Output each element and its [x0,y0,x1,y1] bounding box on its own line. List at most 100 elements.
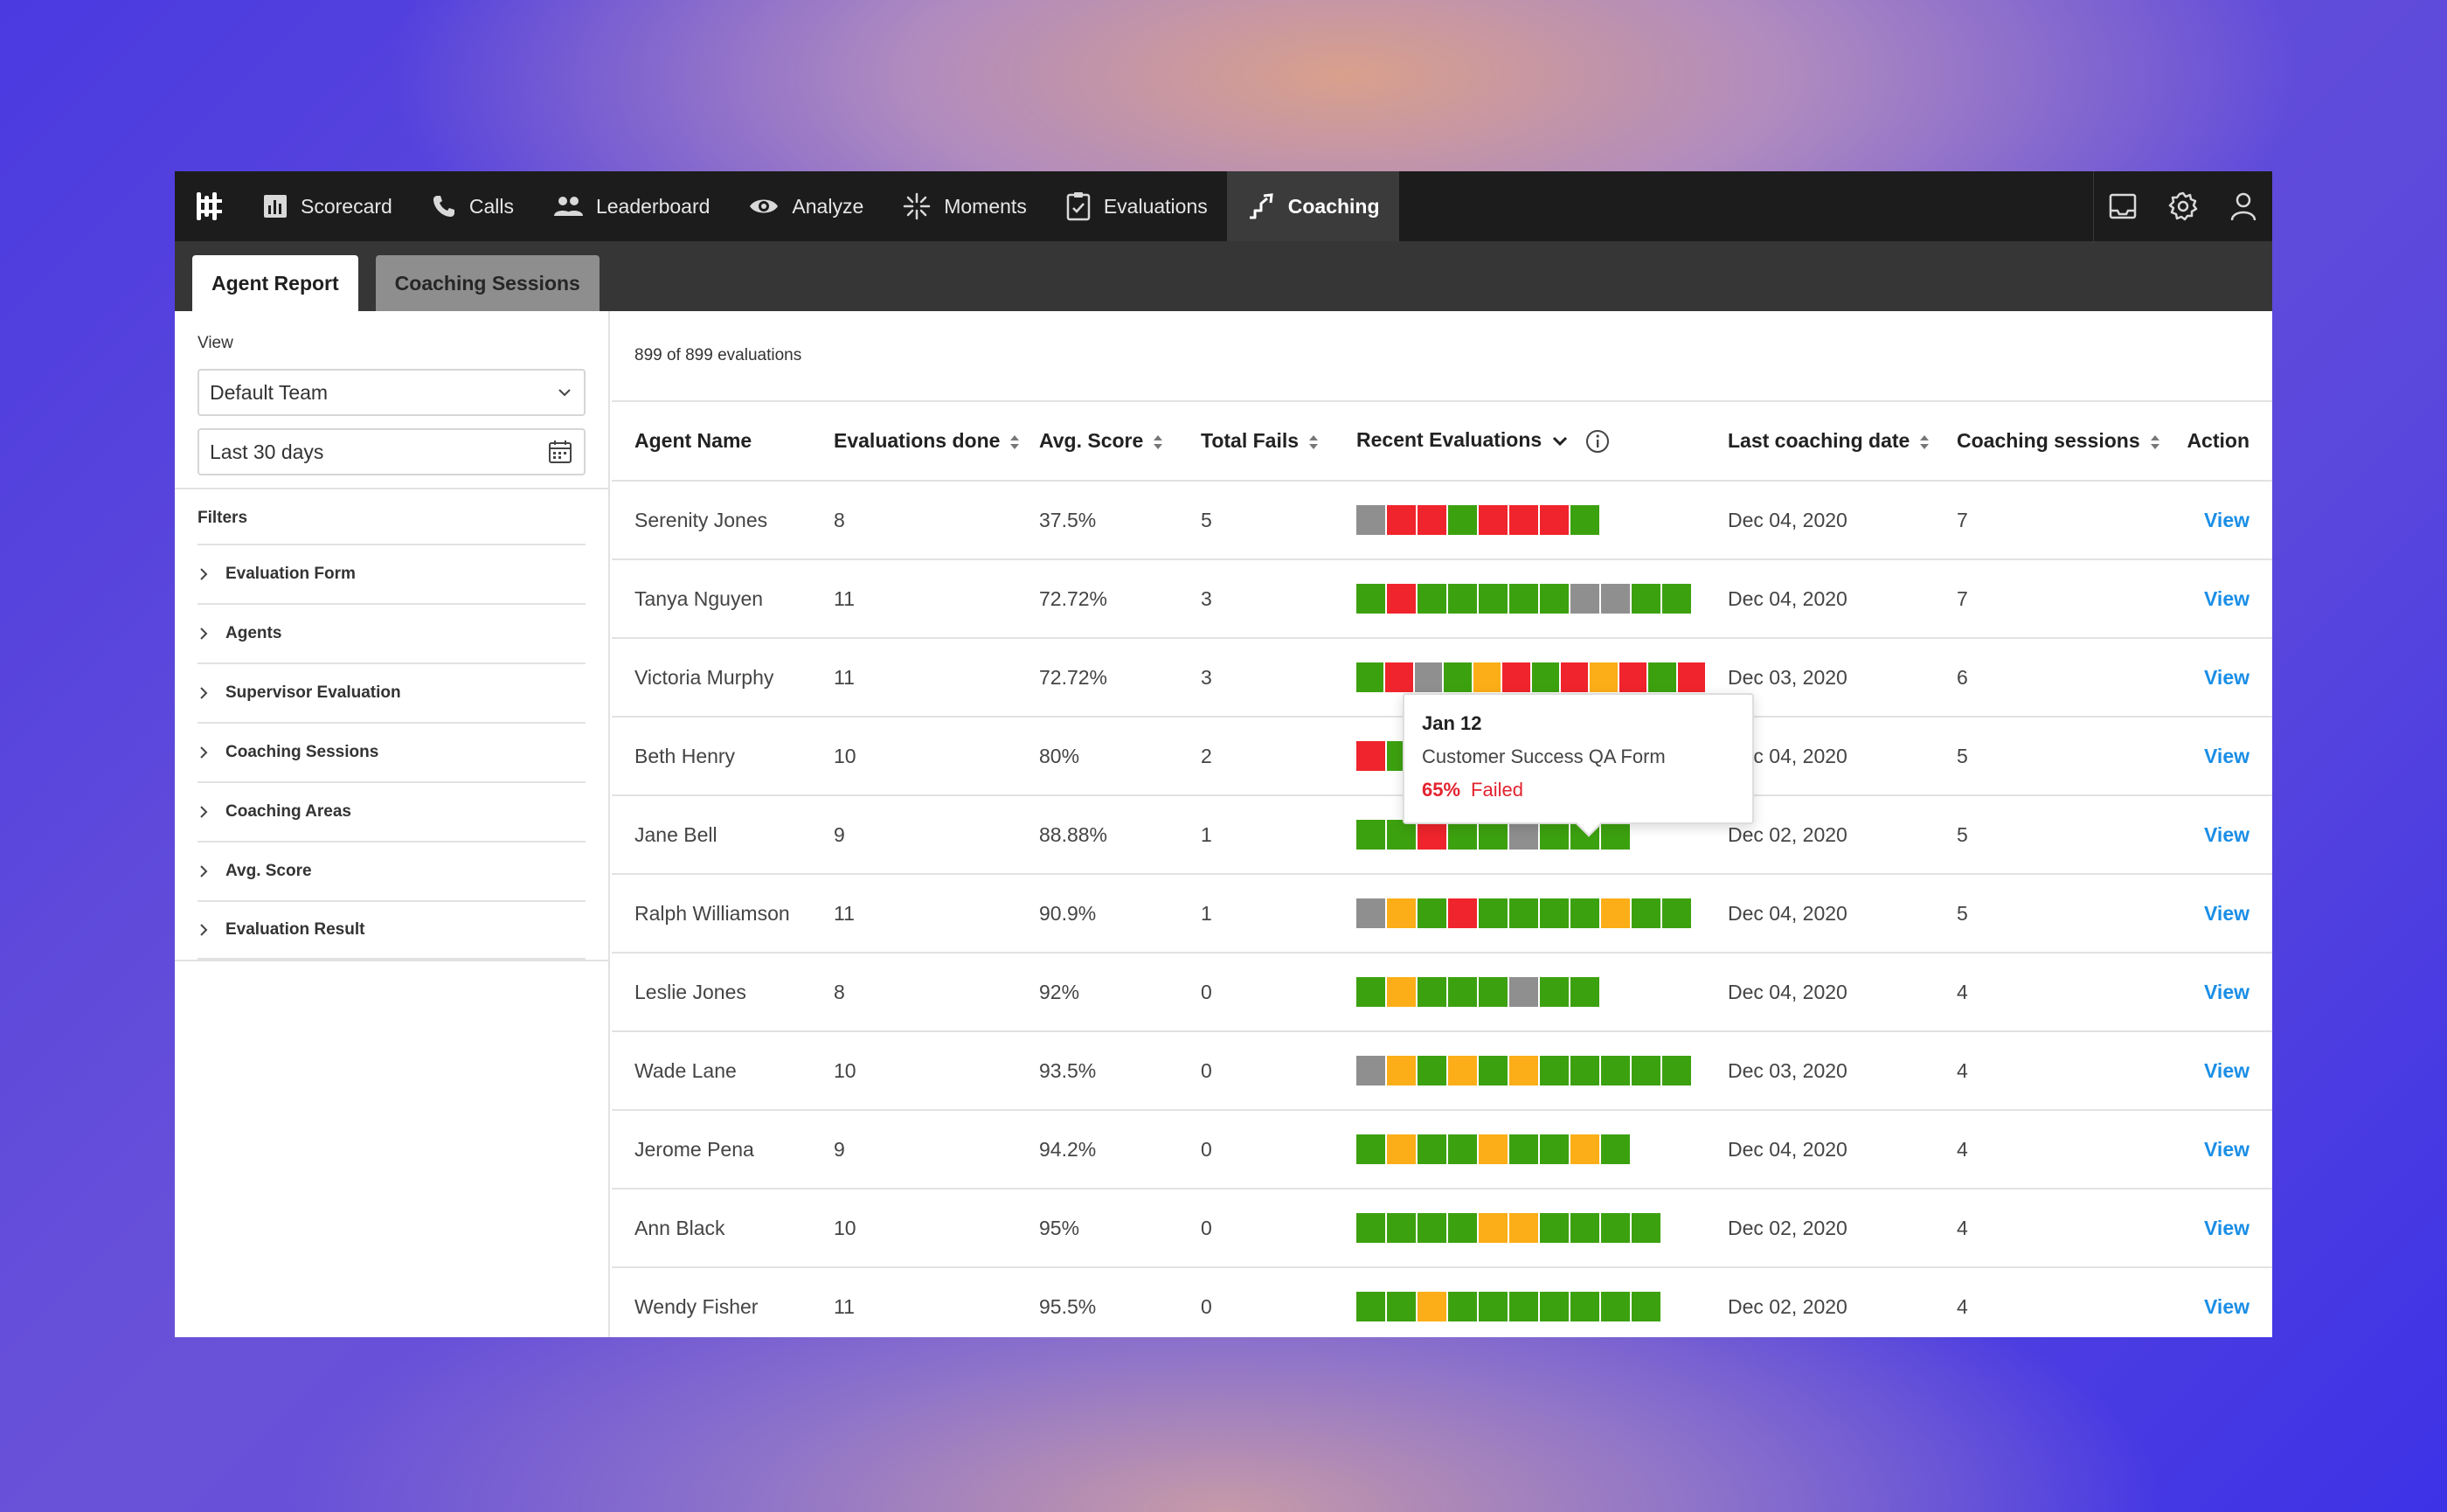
evaluation-result-block[interactable] [1387,1213,1416,1243]
evaluation-result-block[interactable] [1418,1213,1446,1243]
evaluation-result-block[interactable] [1356,820,1385,850]
evaluation-result-block[interactable] [1509,1213,1538,1243]
evaluation-result-block[interactable] [1560,662,1589,692]
evaluation-result-block[interactable] [1632,898,1660,928]
evaluation-result-block[interactable] [1540,1134,1569,1164]
evaluation-result-block[interactable] [1570,1213,1599,1243]
evaluation-result-block[interactable] [1418,1134,1446,1164]
evaluation-result-block[interactable] [1356,898,1385,928]
evaluation-result-block[interactable] [1570,1056,1599,1085]
view-link[interactable]: View [2204,744,2249,767]
sort-icon[interactable] [1152,433,1164,452]
view-link[interactable]: View [2204,586,2249,610]
user-icon[interactable] [2229,191,2258,222]
evaluation-result-block[interactable] [1677,662,1706,692]
evaluation-result-block[interactable] [1509,820,1538,850]
filter-item[interactable]: Supervisor Evaluation [198,662,586,722]
nav-analyze[interactable]: Analyze [729,171,883,241]
col-total-fails[interactable]: Total Fails [1178,402,1334,482]
col-last-coaching-date[interactable]: Last coaching date [1705,402,1934,482]
evaluation-result-block[interactable] [1601,898,1630,928]
evaluation-result-block[interactable] [1570,977,1599,1007]
filter-item[interactable]: Avg. Score [198,841,586,900]
evaluation-result-block[interactable] [1570,505,1599,535]
evaluation-result-block[interactable] [1531,662,1559,692]
table-row[interactable]: Jane Bell 9 88.88% 1 Dec 02, 2020 5 View [612,795,2272,875]
evaluation-result-block[interactable] [1632,1292,1660,1321]
evaluation-result-block[interactable] [1601,584,1630,614]
tab-coaching-sessions[interactable]: Coaching Sessions [375,255,600,311]
evaluation-result-block[interactable] [1540,1056,1569,1085]
evaluation-result-block[interactable] [1356,977,1385,1007]
evaluation-result-block[interactable] [1648,662,1676,692]
evaluation-result-block[interactable] [1418,977,1446,1007]
table-row[interactable]: Tanya Nguyen 11 72.72% 3 Dec 04, 2020 7 View [612,559,2272,639]
gear-icon[interactable] [2167,191,2199,222]
evaluation-result-block[interactable] [1662,1056,1691,1085]
evaluation-result-block[interactable] [1509,898,1538,928]
nav-evaluations[interactable]: Evaluations [1046,171,1227,241]
evaluation-result-block[interactable] [1448,1292,1477,1321]
evaluation-result-block[interactable] [1448,898,1477,928]
evaluation-result-block[interactable] [1418,1056,1446,1085]
evaluation-result-block[interactable] [1662,584,1691,614]
evaluation-result-block[interactable] [1385,662,1413,692]
view-link[interactable]: View [2204,1216,2249,1239]
evaluation-result-block[interactable] [1570,898,1599,928]
evaluation-result-block[interactable] [1479,1056,1508,1085]
filter-item[interactable]: Coaching Sessions [198,722,586,781]
evaluation-result-block[interactable] [1356,662,1384,692]
col-avg-score[interactable]: Avg. Score [1016,402,1178,482]
evaluation-result-block[interactable] [1540,820,1569,850]
evaluation-result-block[interactable] [1540,898,1569,928]
evaluation-result-block[interactable] [1479,977,1508,1007]
evaluation-result-block[interactable] [1444,662,1472,692]
table-row[interactable]: Ann Black 10 95% 0 Dec 02, 2020 4 View [612,1189,2272,1268]
evaluation-result-block[interactable] [1479,1292,1508,1321]
chevron-down-icon[interactable] [1550,432,1570,451]
col-agent-name[interactable]: Agent Name [612,402,811,482]
filter-item[interactable]: Evaluation Form [198,544,586,603]
evaluation-result-block[interactable] [1479,820,1508,850]
table-row[interactable]: Jerome Pena 9 94.2% 0 Dec 04, 2020 4 View [612,1110,2272,1189]
table-row[interactable]: Wendy Fisher 11 95.5% 0 Dec 02, 2020 4 View [612,1267,2272,1337]
evaluation-result-block[interactable] [1601,1056,1630,1085]
evaluation-result-block[interactable] [1387,977,1416,1007]
evaluation-result-block[interactable] [1479,1213,1508,1243]
evaluation-result-block[interactable] [1502,662,1530,692]
evaluation-result-block[interactable] [1418,898,1446,928]
evaluation-result-block[interactable] [1590,662,1618,692]
info-icon[interactable] [1585,429,1610,454]
sort-icon[interactable] [1307,433,1320,452]
evaluation-result-block[interactable] [1540,584,1569,614]
evaluation-result-block[interactable] [1356,584,1385,614]
evaluation-result-block[interactable] [1418,820,1446,850]
view-link[interactable]: View [2204,822,2249,846]
evaluation-result-block[interactable] [1387,1134,1416,1164]
evaluation-result-block[interactable] [1570,1134,1599,1164]
evaluation-result-block[interactable] [1414,662,1443,692]
evaluation-result-block[interactable] [1387,820,1416,850]
evaluation-result-block[interactable] [1448,1213,1477,1243]
evaluation-result-block[interactable] [1601,1134,1630,1164]
sort-icon[interactable] [1009,433,1021,452]
sort-icon[interactable] [2149,433,2161,452]
evaluation-result-block[interactable] [1356,1056,1385,1085]
evaluation-result-block[interactable] [1509,1292,1538,1321]
evaluation-result-block[interactable] [1356,1292,1385,1321]
view-link[interactable]: View [2204,1137,2249,1161]
evaluation-result-block[interactable] [1509,584,1538,614]
table-row[interactable]: Ralph Williamson 11 90.9% 1 Dec 04, 2020 5 Vie… [612,874,2272,954]
evaluation-result-block[interactable] [1619,662,1647,692]
evaluation-result-block[interactable] [1448,584,1477,614]
evaluation-result-block[interactable] [1632,1213,1660,1243]
tab-agent-report[interactable]: Agent Report [192,255,358,311]
evaluation-result-block[interactable] [1387,505,1416,535]
logo-icon[interactable] [175,171,243,241]
evaluation-result-block[interactable] [1509,505,1538,535]
evaluation-result-block[interactable] [1570,1292,1599,1321]
view-link[interactable]: View [2204,901,2249,925]
view-link[interactable]: View [2204,665,2249,689]
evaluation-result-block[interactable] [1479,584,1508,614]
evaluation-result-block[interactable] [1356,505,1385,535]
